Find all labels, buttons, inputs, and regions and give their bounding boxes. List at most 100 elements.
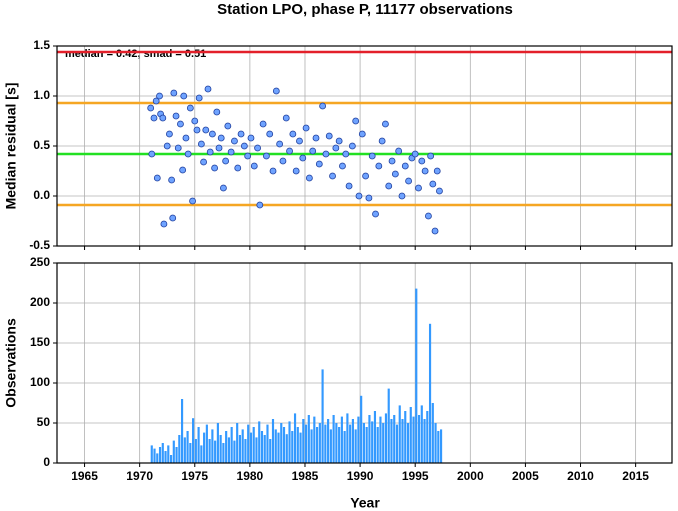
bar (280, 423, 283, 463)
bar (299, 432, 302, 463)
bar (428, 323, 432, 463)
bar (390, 419, 393, 463)
bar (161, 443, 164, 463)
bar (225, 431, 228, 463)
bar (266, 424, 269, 463)
point (244, 152, 252, 160)
point (269, 167, 277, 175)
point (227, 148, 235, 156)
bar (354, 429, 357, 463)
y-tick-label: 1.5 (33, 38, 50, 52)
bar (313, 416, 316, 463)
point (180, 92, 188, 100)
point (186, 104, 194, 112)
bar (346, 413, 349, 463)
point (355, 192, 363, 200)
bar (434, 423, 437, 463)
bar (180, 399, 184, 463)
y-axis-title: Median residual [s] (3, 83, 19, 210)
chart-title: Station LPO, phase P, 11177 observations (217, 1, 513, 18)
bar (387, 388, 390, 463)
bar (194, 439, 197, 463)
point (279, 157, 287, 165)
bar (233, 440, 236, 463)
point (213, 108, 221, 116)
point (256, 201, 264, 209)
point (342, 150, 350, 158)
bar (271, 419, 275, 463)
bar (249, 432, 253, 463)
point (309, 147, 317, 155)
point (372, 210, 379, 218)
bar (222, 443, 225, 463)
point (153, 174, 161, 182)
bar (167, 445, 170, 463)
point (433, 167, 441, 175)
bar (214, 440, 217, 463)
bar (332, 415, 335, 463)
bar (368, 415, 371, 463)
bar (417, 415, 421, 463)
point (237, 130, 245, 138)
bar (203, 432, 206, 463)
bar (395, 424, 399, 463)
bar (398, 405, 401, 463)
annotation: median = 0.42, smad = 0.51 (65, 48, 206, 60)
bar (343, 431, 346, 463)
point (305, 174, 313, 182)
point (322, 150, 330, 158)
point (177, 120, 184, 128)
bar (164, 451, 167, 463)
point (217, 134, 225, 142)
bar (360, 395, 363, 463)
point (368, 152, 376, 160)
bar (296, 427, 299, 463)
point (436, 187, 443, 195)
point (259, 120, 267, 128)
x-tick-label: 1975 (181, 469, 208, 483)
bar (244, 439, 247, 463)
bar (192, 418, 195, 463)
x-tick-label: 1990 (347, 469, 374, 483)
point (405, 177, 412, 185)
bar (236, 423, 239, 463)
point (224, 122, 232, 130)
point (184, 150, 192, 158)
bar (365, 427, 368, 463)
point (250, 162, 258, 170)
y-tick-label: 200 (30, 295, 50, 309)
point (209, 130, 216, 138)
point (385, 182, 393, 190)
point (231, 137, 238, 145)
point (272, 87, 280, 95)
y-tick-label: 0.5 (33, 138, 50, 152)
point (427, 152, 435, 160)
point (168, 176, 176, 184)
bar (211, 429, 214, 463)
bar (338, 427, 341, 463)
point (329, 172, 336, 180)
point (254, 144, 261, 152)
x-tick-label: 1980 (237, 469, 264, 483)
point (211, 164, 219, 172)
point (415, 184, 422, 192)
point (234, 164, 242, 172)
bar (431, 403, 434, 463)
bar (175, 447, 178, 463)
bar (401, 419, 404, 463)
bar (219, 435, 222, 463)
point (282, 114, 290, 122)
point (378, 137, 386, 145)
point (204, 85, 212, 93)
bar (260, 431, 264, 463)
point (302, 124, 310, 132)
x-tick-label: 2015 (622, 469, 649, 483)
bar (216, 423, 219, 463)
point (348, 142, 356, 150)
point (148, 150, 156, 158)
bar (255, 437, 258, 463)
bar (230, 427, 233, 463)
bar (404, 411, 407, 463)
bar (183, 437, 186, 463)
